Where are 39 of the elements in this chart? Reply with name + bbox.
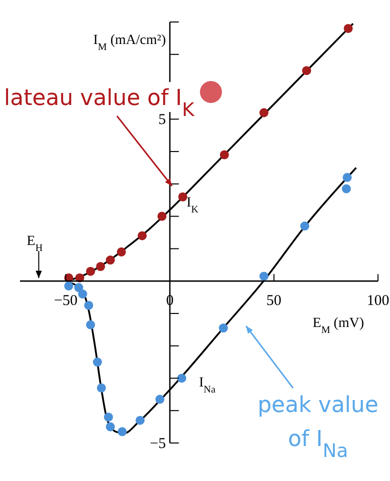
point xyxy=(259,108,268,118)
point xyxy=(92,358,102,367)
point xyxy=(136,416,145,425)
point xyxy=(84,300,94,310)
point xyxy=(78,290,88,299)
point xyxy=(106,256,115,265)
y-tick-label: −5 xyxy=(150,436,166,452)
point xyxy=(157,212,166,221)
series-label: I$_{K}$ xyxy=(186,196,200,216)
point xyxy=(218,324,228,333)
series-label: I$_{Na}$ xyxy=(199,375,216,395)
annotation: peak value of I$_{Na}$ xyxy=(258,393,378,462)
x-tick-label: 100 xyxy=(366,293,390,310)
point xyxy=(138,231,147,240)
point xyxy=(104,412,113,422)
point xyxy=(96,383,106,392)
x-axis-title: E$_{M}$ (mV) xyxy=(312,316,364,336)
point xyxy=(302,66,312,76)
point xyxy=(342,184,351,194)
point xyxy=(118,427,127,436)
x-tick-label: −50 xyxy=(54,293,78,310)
point xyxy=(155,394,164,404)
x-tick-label: 50 xyxy=(266,293,282,310)
point xyxy=(96,262,106,272)
point xyxy=(106,422,115,432)
point xyxy=(86,320,96,330)
y-axis-title: I$_{M}$ (mA/cm²) xyxy=(93,33,166,52)
point xyxy=(64,281,74,290)
point xyxy=(300,222,310,231)
point xyxy=(344,24,353,33)
point xyxy=(86,266,96,276)
point xyxy=(116,247,126,256)
point xyxy=(220,150,229,160)
annotation: E$_{H}$ xyxy=(26,234,43,254)
point xyxy=(342,172,352,182)
point xyxy=(74,283,84,292)
point xyxy=(259,272,268,281)
point xyxy=(178,192,188,202)
point xyxy=(177,374,186,383)
